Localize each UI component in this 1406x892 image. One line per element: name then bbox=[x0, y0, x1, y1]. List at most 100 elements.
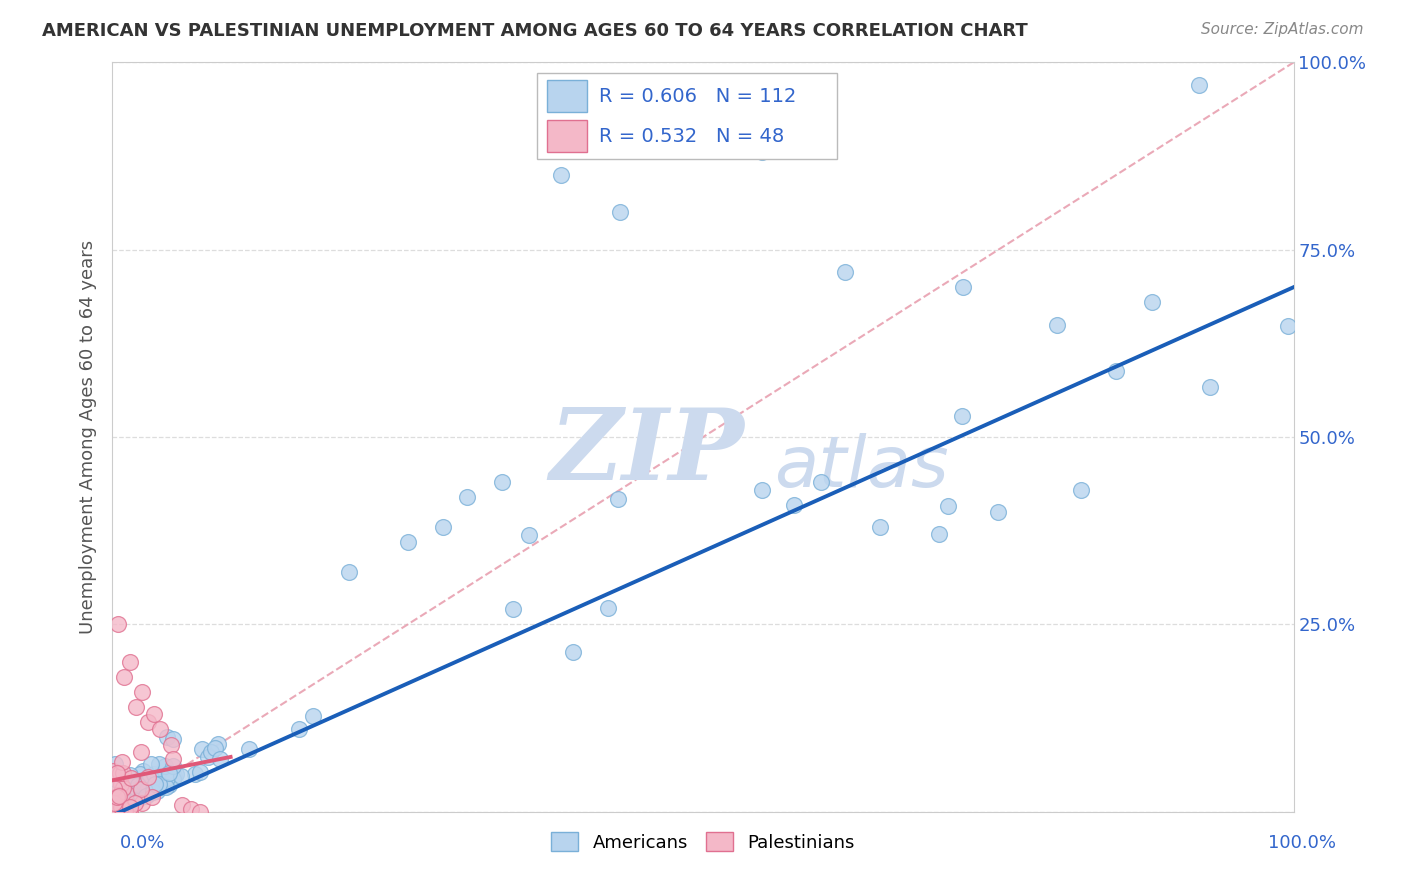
Text: 100.0%: 100.0% bbox=[1268, 834, 1336, 852]
Point bbox=[105, 765, 128, 780]
Point bbox=[104, 757, 127, 772]
Point bbox=[115, 786, 138, 800]
Point bbox=[108, 789, 131, 803]
Point bbox=[301, 709, 323, 723]
Point bbox=[1277, 319, 1299, 334]
Text: 0.0%: 0.0% bbox=[120, 834, 165, 852]
Point bbox=[128, 766, 150, 780]
Text: R = 0.532   N = 48: R = 0.532 N = 48 bbox=[599, 127, 785, 146]
Point bbox=[110, 798, 132, 813]
Point bbox=[121, 791, 143, 805]
Point bbox=[120, 794, 142, 808]
Point bbox=[103, 801, 125, 815]
Point bbox=[143, 777, 166, 791]
Point bbox=[103, 797, 125, 811]
Point bbox=[491, 475, 513, 489]
Point bbox=[162, 768, 184, 782]
Point bbox=[432, 520, 454, 534]
Point bbox=[869, 520, 891, 534]
Point bbox=[155, 771, 177, 785]
Point bbox=[125, 790, 148, 805]
Point bbox=[163, 769, 186, 783]
Point bbox=[162, 759, 184, 773]
Point bbox=[127, 785, 149, 799]
Point bbox=[118, 767, 141, 781]
Point bbox=[129, 781, 152, 796]
Point bbox=[103, 805, 125, 819]
Point bbox=[117, 778, 139, 792]
Point bbox=[107, 797, 129, 812]
Point bbox=[157, 765, 180, 780]
Point bbox=[145, 775, 167, 789]
Point bbox=[105, 801, 128, 815]
Point bbox=[337, 565, 360, 579]
Point bbox=[134, 772, 156, 787]
Point bbox=[103, 780, 125, 795]
Point bbox=[112, 781, 135, 796]
Point bbox=[207, 737, 229, 751]
Point bbox=[561, 645, 583, 659]
Point bbox=[148, 777, 170, 791]
Point bbox=[160, 739, 183, 753]
Point bbox=[141, 790, 163, 805]
Point bbox=[751, 145, 773, 160]
Point bbox=[928, 527, 950, 541]
Point bbox=[162, 752, 184, 766]
Point bbox=[209, 752, 232, 766]
Y-axis label: Unemployment Among Ages 60 to 64 years: Unemployment Among Ages 60 to 64 years bbox=[79, 240, 97, 634]
Point bbox=[127, 792, 149, 806]
Point bbox=[136, 774, 159, 789]
Point bbox=[138, 769, 160, 783]
Point bbox=[105, 803, 128, 817]
Point bbox=[190, 805, 212, 819]
Point bbox=[607, 491, 630, 506]
Point bbox=[288, 722, 311, 736]
Legend: Americans, Palestinians: Americans, Palestinians bbox=[544, 825, 862, 859]
Point bbox=[952, 280, 974, 294]
Point bbox=[112, 670, 135, 684]
Point bbox=[125, 791, 148, 805]
Point bbox=[156, 731, 179, 745]
Point bbox=[609, 205, 631, 219]
Point bbox=[139, 779, 162, 793]
Point bbox=[128, 778, 150, 792]
Point bbox=[122, 789, 145, 803]
Point bbox=[136, 714, 159, 729]
Point bbox=[121, 792, 143, 806]
Point bbox=[120, 771, 142, 785]
Point bbox=[105, 790, 128, 805]
Point bbox=[120, 800, 142, 814]
Point bbox=[105, 800, 128, 814]
Point bbox=[132, 764, 155, 779]
Point bbox=[105, 805, 128, 819]
Point bbox=[142, 785, 165, 799]
Point bbox=[105, 802, 128, 816]
Point bbox=[108, 766, 131, 780]
Point bbox=[128, 779, 150, 793]
Point bbox=[197, 750, 219, 764]
Point bbox=[131, 685, 153, 699]
Point bbox=[132, 777, 155, 791]
Point bbox=[162, 772, 184, 786]
Text: atlas: atlas bbox=[773, 433, 949, 501]
Point bbox=[125, 699, 148, 714]
Point bbox=[162, 731, 184, 746]
Point bbox=[120, 797, 142, 811]
Point bbox=[502, 602, 524, 616]
Point bbox=[127, 778, 149, 792]
Point bbox=[238, 742, 260, 756]
Point bbox=[692, 130, 714, 145]
Point bbox=[128, 786, 150, 800]
Point bbox=[149, 723, 172, 737]
Bar bbox=[547, 80, 586, 112]
Point bbox=[118, 804, 141, 818]
Point bbox=[184, 767, 207, 781]
Point bbox=[105, 794, 128, 808]
Point bbox=[139, 757, 162, 772]
Point bbox=[148, 780, 170, 794]
Point bbox=[111, 755, 134, 769]
Point bbox=[153, 759, 176, 773]
Point bbox=[204, 740, 226, 755]
Point bbox=[114, 795, 136, 809]
Point bbox=[1105, 363, 1128, 377]
